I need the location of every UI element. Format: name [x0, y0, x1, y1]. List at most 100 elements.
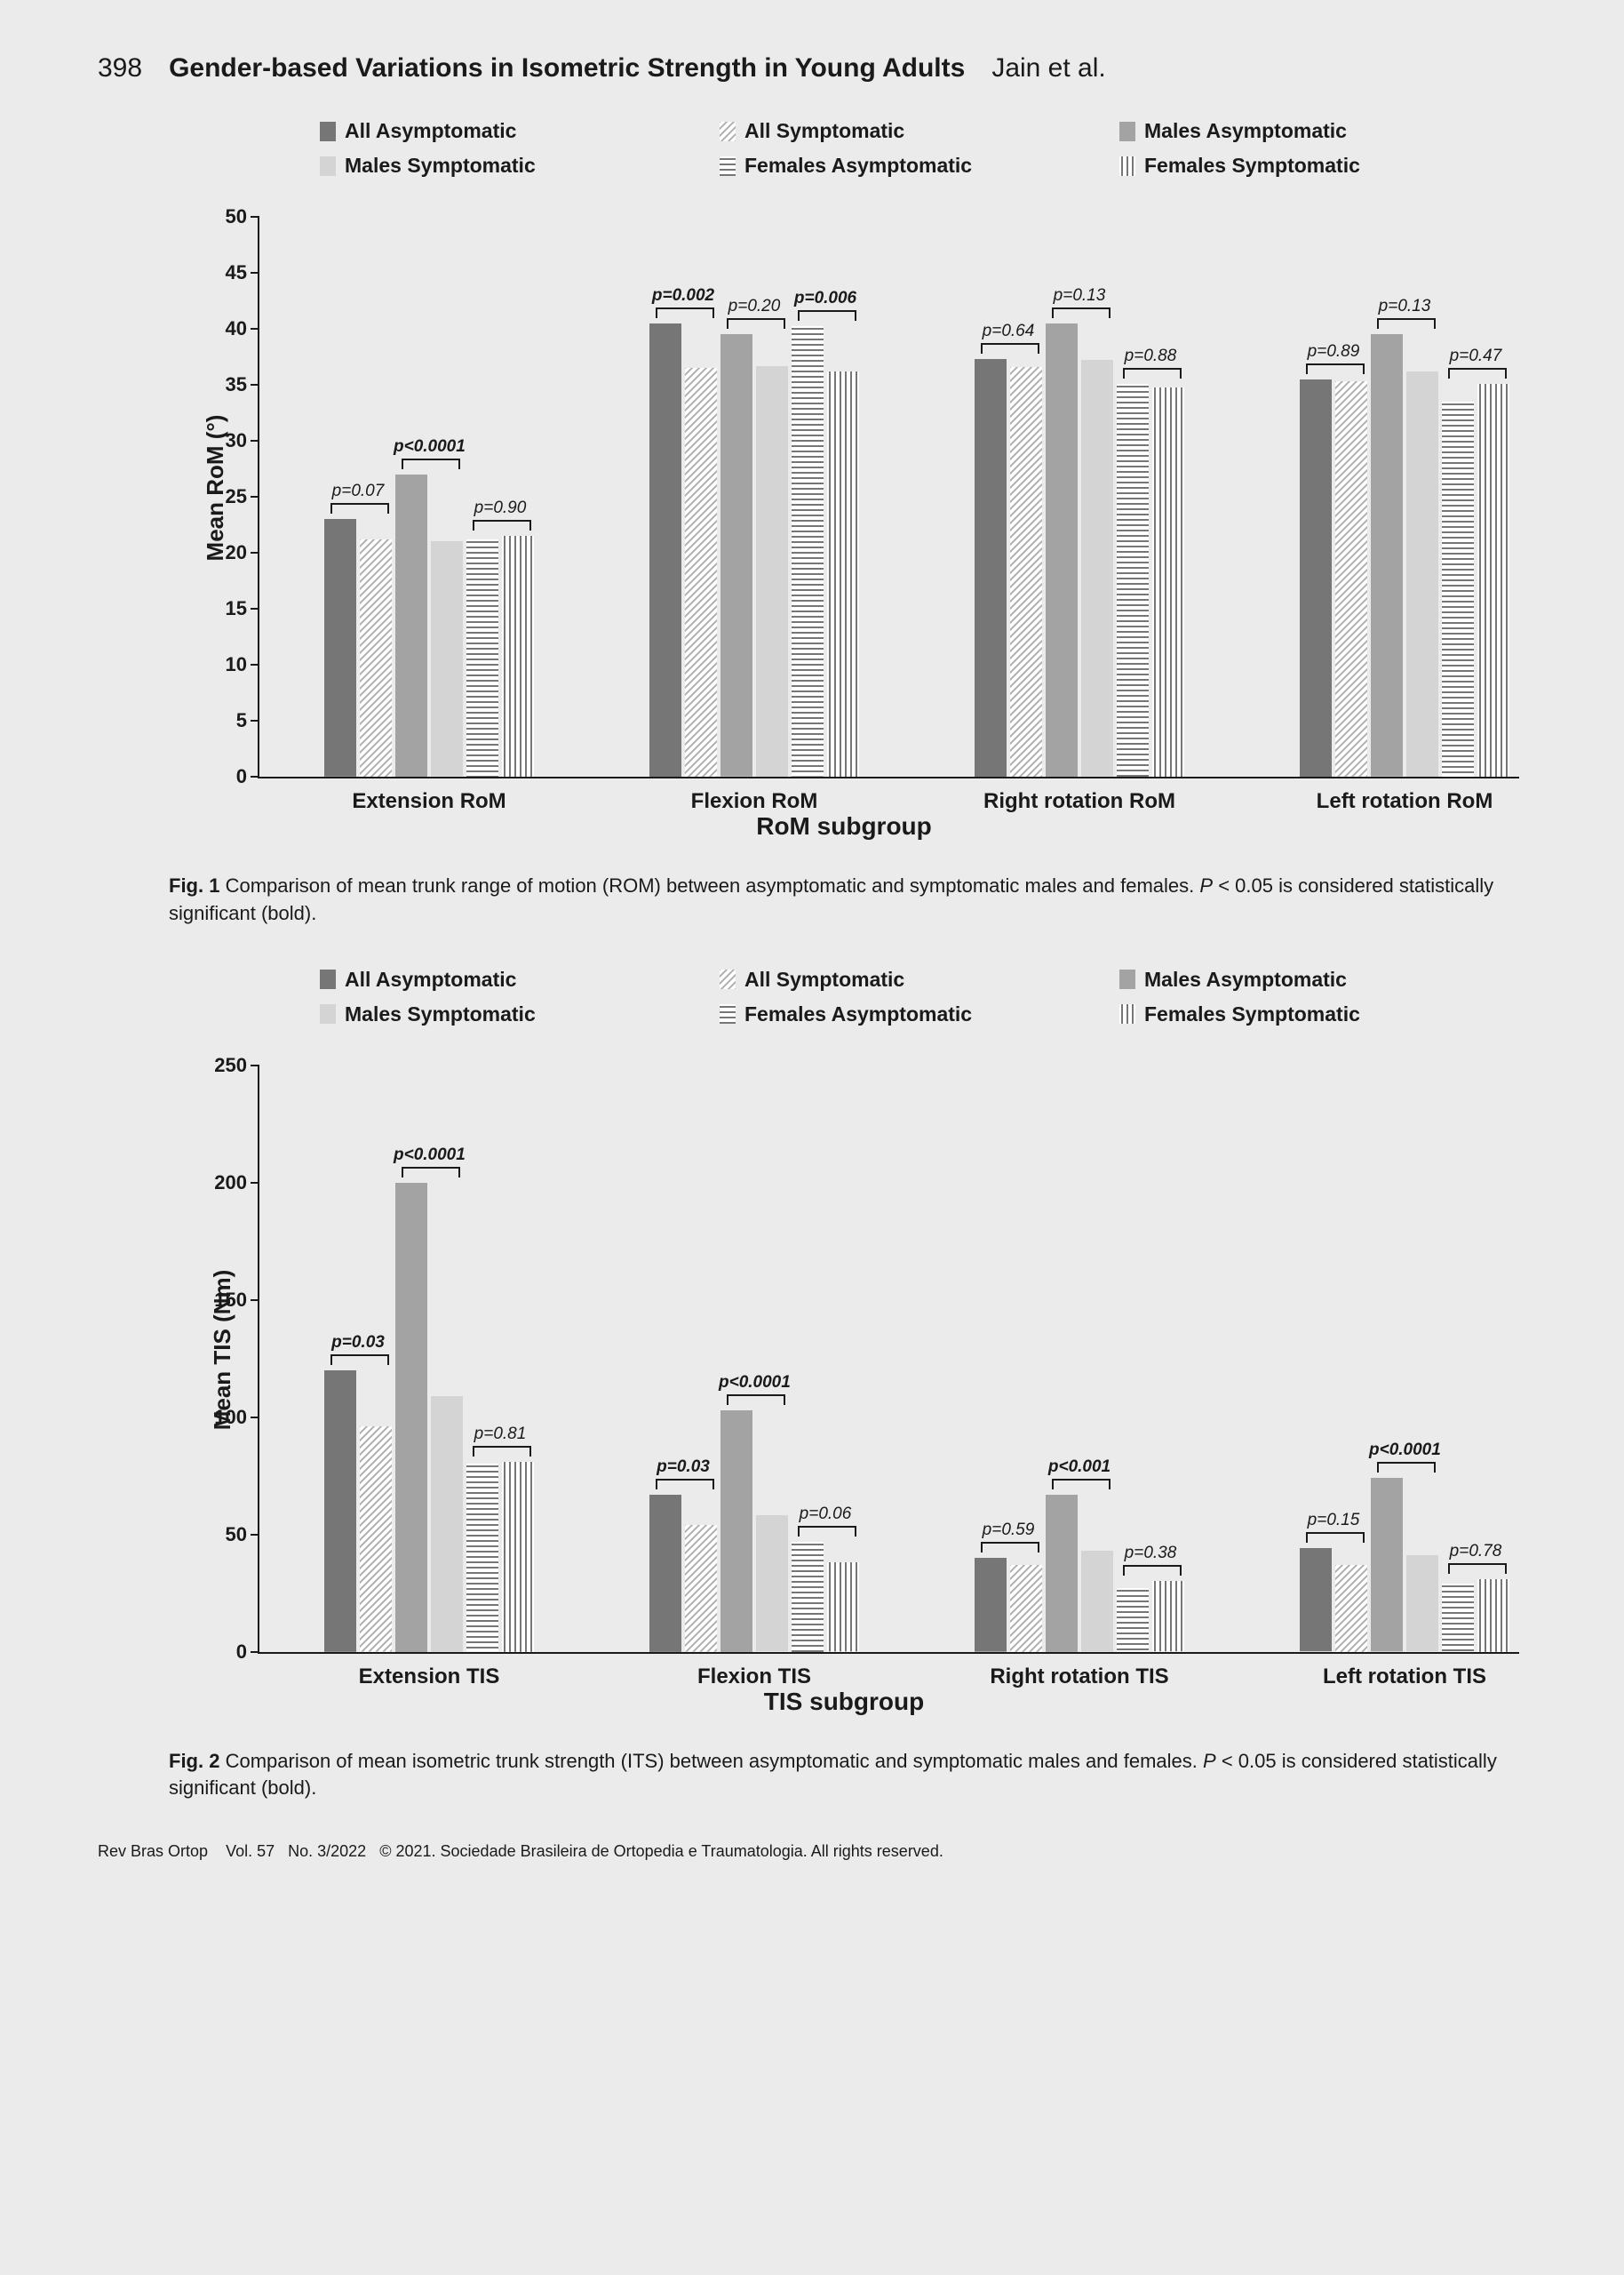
- p-value-label: p<0.0001: [394, 437, 465, 457]
- legend-label: Males Symptomatic: [345, 1002, 536, 1026]
- y-tick-label: 20: [204, 541, 247, 564]
- y-tick-label: 25: [204, 485, 247, 508]
- volume: Vol. 57: [226, 1842, 275, 1860]
- p-value-label: p<0.0001: [394, 1145, 465, 1165]
- p-value-label: p=0.002: [648, 286, 719, 306]
- bar: [1371, 334, 1403, 777]
- legend-label: All Symptomatic: [744, 119, 904, 143]
- bar: [685, 1525, 717, 1652]
- y-tick-label: 200: [204, 1171, 247, 1194]
- journal-name: Rev Bras Ortop: [98, 1842, 208, 1860]
- y-tick-label: 0: [204, 1640, 247, 1664]
- bar: [1371, 1478, 1403, 1651]
- bar: [1010, 367, 1042, 777]
- plot-area: 050100150200250Extension TISp=0.03p<0.00…: [258, 1066, 1519, 1654]
- legend-item: Females Symptomatic: [1119, 1002, 1519, 1026]
- bar: [1046, 1495, 1078, 1652]
- p-bracket: [656, 1479, 714, 1489]
- bar: [1406, 1555, 1438, 1651]
- y-tick-label: 5: [204, 709, 247, 732]
- bar: [1300, 379, 1332, 777]
- p-value-label: p=0.88: [1115, 347, 1186, 366]
- bar: [1300, 1548, 1332, 1651]
- bar-group: Flexion RoM: [649, 323, 859, 777]
- bar: [1081, 360, 1113, 777]
- y-tick-label: 35: [204, 373, 247, 396]
- bar: [1335, 381, 1367, 777]
- legend-item: All Symptomatic: [720, 968, 1119, 992]
- y-tick-label: 30: [204, 429, 247, 452]
- p-bracket: [402, 459, 460, 469]
- bar: [1117, 384, 1149, 777]
- chart-rom: All AsymptomaticAll SymptomaticMales Asy…: [151, 119, 1537, 857]
- bar: [1335, 1565, 1367, 1652]
- p-bracket: [1306, 363, 1365, 374]
- bar: [649, 323, 681, 777]
- group-label: Left rotation TIS: [1323, 1664, 1486, 1689]
- p-bracket: [330, 1354, 389, 1365]
- group-label: Right rotation RoM: [983, 789, 1175, 814]
- figure-2-caption: Fig. 2 Comparison of mean isometric trun…: [169, 1748, 1537, 1803]
- p-value-label: p=0.006: [790, 289, 861, 308]
- p-bracket: [1123, 368, 1182, 379]
- bar-group: Extension TIS: [324, 1183, 534, 1652]
- bar: [1477, 1579, 1509, 1652]
- bar: [1152, 387, 1184, 777]
- p-bracket: [330, 503, 389, 514]
- p-bracket: [473, 1446, 531, 1457]
- y-tick-label: 50: [204, 205, 247, 228]
- legend-label: Males Symptomatic: [345, 154, 536, 178]
- p-value-label: p<0.0001: [719, 1373, 790, 1393]
- group-label: Left rotation RoM: [1317, 789, 1493, 814]
- p-value-label: p=0.78: [1440, 1542, 1511, 1561]
- y-tick-label: 50: [204, 1523, 247, 1546]
- bar: [466, 1464, 498, 1651]
- x-axis-title: TIS subgroup: [151, 1688, 1537, 1716]
- copyright: © 2021. Sociedade Brasileira de Ortopedi…: [379, 1842, 943, 1860]
- p-bracket: [473, 520, 531, 531]
- p-value-label: p=0.38: [1115, 1544, 1186, 1563]
- bar-group: Left rotation RoM: [1300, 334, 1509, 777]
- bar: [792, 1542, 824, 1652]
- bar: [360, 539, 392, 777]
- group-label: Right rotation TIS: [990, 1664, 1168, 1689]
- p-bracket: [981, 1542, 1039, 1553]
- bar: [431, 541, 463, 777]
- p-value-label: p=0.06: [790, 1505, 861, 1524]
- legend-label: Females Symptomatic: [1144, 1002, 1360, 1026]
- plot-area: 05101520253035404550Extension RoMp=0.07p…: [258, 217, 1519, 778]
- x-axis-title: RoM subgroup: [151, 812, 1537, 841]
- y-tick-label: 150: [204, 1289, 247, 1312]
- legend: All AsymptomaticAll SymptomaticMales Asy…: [320, 119, 1519, 178]
- p-value-label: p<0.0001: [1369, 1441, 1440, 1460]
- p-value-label: p=0.59: [973, 1521, 1044, 1540]
- p-value-label: p=0.07: [322, 482, 394, 501]
- bar: [395, 475, 427, 777]
- page-number: 398: [98, 53, 142, 84]
- p-value-label: p=0.15: [1298, 1511, 1369, 1530]
- y-tick-label: 15: [204, 597, 247, 620]
- y-tick-label: 0: [204, 765, 247, 788]
- p-value-label: p=0.64: [973, 322, 1044, 341]
- p-bracket: [656, 307, 714, 318]
- p-value-label: p=0.89: [1298, 342, 1369, 362]
- bar: [395, 1183, 427, 1652]
- bar: [685, 368, 717, 777]
- bar: [502, 536, 534, 777]
- y-tick-label: 100: [204, 1406, 247, 1429]
- page: 398 Gender-based Variations in Isometric…: [0, 0, 1624, 1896]
- y-tick-label: 250: [204, 1054, 247, 1077]
- page-title: Gender-based Variations in Isometric Str…: [169, 53, 965, 84]
- p-bracket: [1052, 1479, 1111, 1489]
- figure-1: All AsymptomaticAll SymptomaticMales Asy…: [151, 119, 1537, 928]
- p-value-label: p=0.47: [1440, 347, 1511, 366]
- bar: [1081, 1551, 1113, 1652]
- bar: [431, 1396, 463, 1652]
- p-value-label: p=0.90: [465, 499, 536, 518]
- bar: [756, 1515, 788, 1651]
- bar: [360, 1426, 392, 1651]
- legend-item: Males Asymptomatic: [1119, 968, 1519, 992]
- bar: [324, 1370, 356, 1652]
- bar: [324, 519, 356, 777]
- legend-label: All Asymptomatic: [345, 119, 516, 143]
